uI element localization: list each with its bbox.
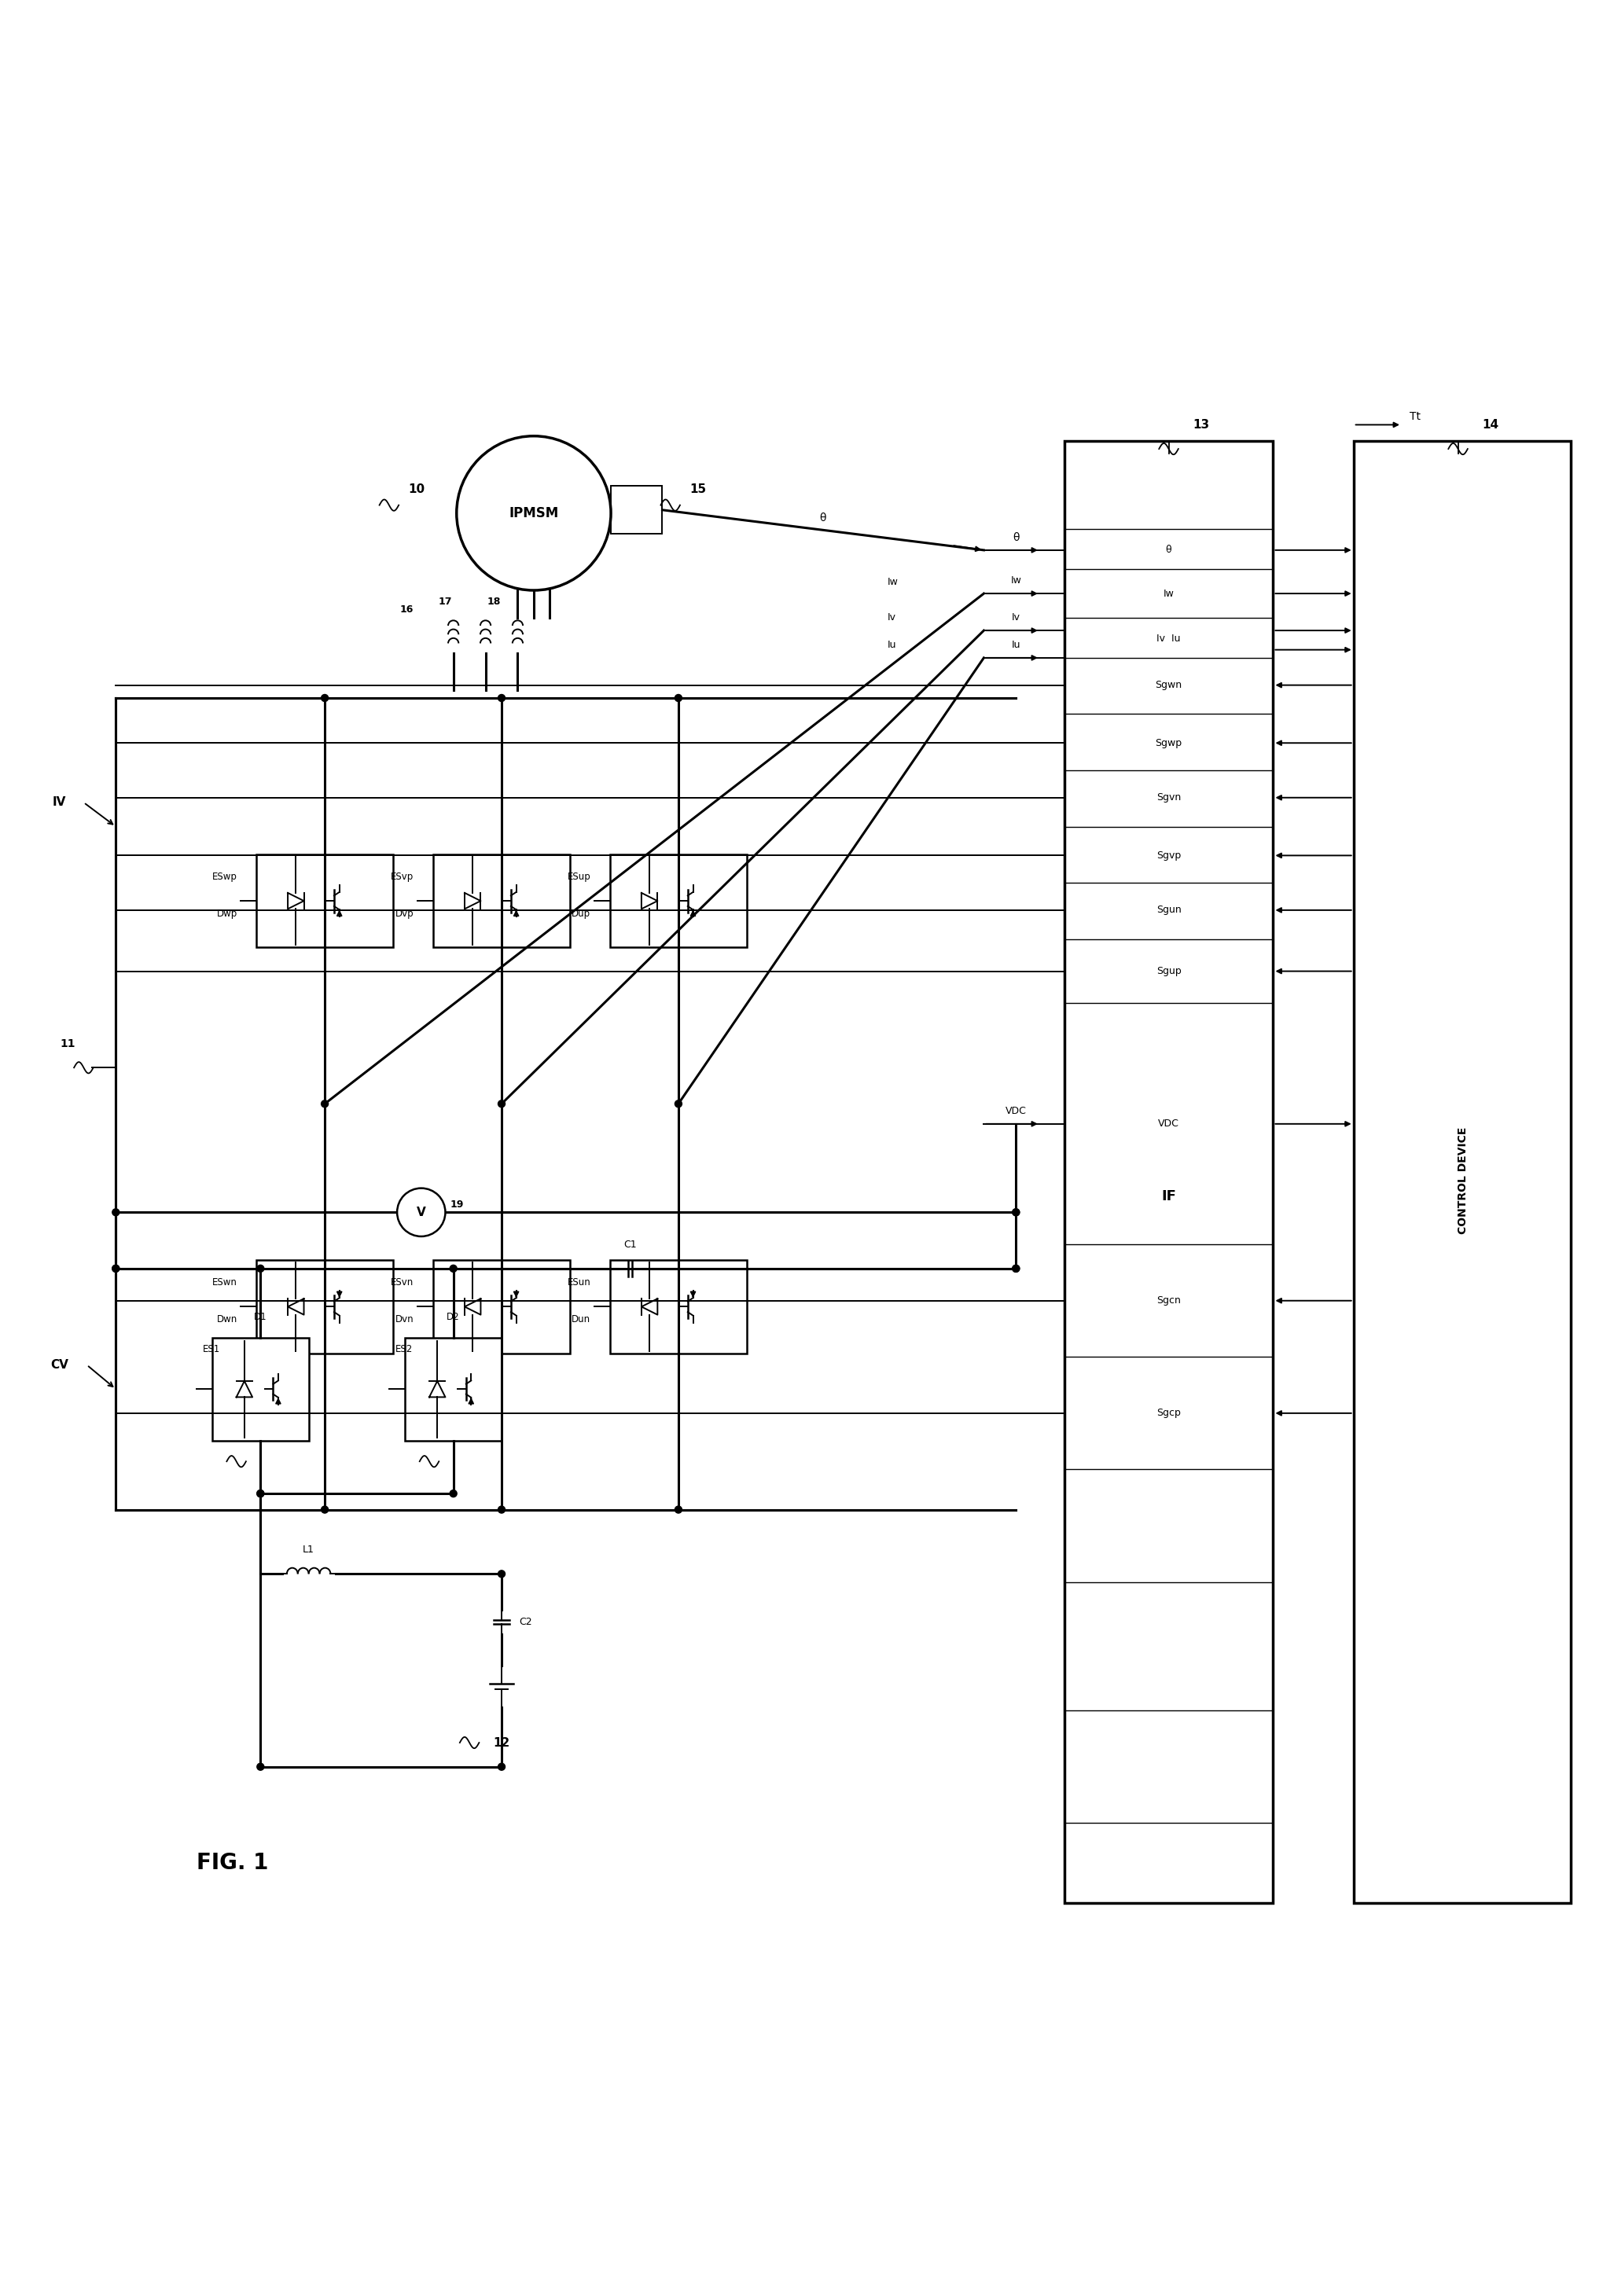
Text: ES2: ES2 (395, 1343, 413, 1355)
Text: VDC: VDC (1159, 1118, 1180, 1130)
Text: Sgwp: Sgwp (1156, 737, 1181, 748)
Bar (610, 1261, 747, 1352)
Text: 14: 14 (1482, 418, 1499, 432)
Text: 17: 17 (439, 597, 452, 606)
Text: Iu: Iu (1012, 641, 1020, 650)
Text: Tt: Tt (1409, 411, 1420, 422)
Text: 11: 11 (60, 1038, 76, 1049)
Text: Dup: Dup (571, 909, 591, 918)
Text: Iw: Iw (1164, 588, 1173, 599)
Bar (257, 854, 394, 948)
Circle shape (113, 1208, 119, 1217)
Text: Dvp: Dvp (395, 909, 413, 918)
Circle shape (1012, 1265, 1020, 1272)
Circle shape (321, 1506, 328, 1513)
Text: θ: θ (1012, 533, 1020, 542)
Text: Dvn: Dvn (395, 1313, 413, 1325)
Circle shape (450, 1490, 457, 1497)
Text: 18: 18 (487, 597, 500, 606)
Text: D1: D1 (253, 1311, 266, 1322)
Text: D2: D2 (447, 1311, 460, 1322)
Text: Iv: Iv (888, 613, 896, 622)
Text: C1: C1 (623, 1240, 636, 1249)
Bar (1064, 441, 1273, 1903)
Text: IF: IF (1160, 1189, 1177, 1203)
Bar (213, 1339, 308, 1440)
Circle shape (499, 1763, 505, 1770)
Text: Iv  Iu: Iv Iu (1157, 634, 1181, 643)
Text: 15: 15 (689, 482, 707, 496)
Bar (610, 487, 662, 535)
Text: 10: 10 (408, 482, 424, 496)
Text: ES1: ES1 (203, 1343, 220, 1355)
Text: Sgcp: Sgcp (1157, 1407, 1181, 1419)
Bar (610, 854, 747, 948)
Text: Iw: Iw (1010, 576, 1022, 585)
Text: Dwn: Dwn (216, 1313, 237, 1325)
Circle shape (457, 436, 610, 590)
Circle shape (257, 1490, 265, 1497)
Text: Sgup: Sgup (1156, 967, 1181, 976)
Text: ESwn: ESwn (211, 1277, 237, 1288)
Text: Iv: Iv (1012, 613, 1020, 622)
Text: CV: CV (50, 1359, 68, 1371)
Circle shape (499, 1570, 505, 1577)
Text: Sgvn: Sgvn (1156, 792, 1181, 804)
Circle shape (113, 1265, 119, 1272)
Text: Sgun: Sgun (1156, 905, 1181, 916)
Text: VDC: VDC (1006, 1107, 1027, 1116)
Text: Iw: Iw (888, 576, 899, 588)
Text: Dwp: Dwp (216, 909, 237, 918)
Bar (433, 1261, 570, 1352)
Text: CONTROL DEVICE: CONTROL DEVICE (1457, 1127, 1469, 1233)
Circle shape (397, 1187, 445, 1235)
Text: Sgvp: Sgvp (1156, 850, 1181, 861)
Text: Iu: Iu (888, 641, 896, 650)
Circle shape (450, 1265, 457, 1272)
Text: ESvn: ESvn (391, 1277, 413, 1288)
Text: Sgcn: Sgcn (1157, 1295, 1181, 1306)
Text: IV: IV (53, 797, 66, 808)
Circle shape (113, 1265, 119, 1272)
Circle shape (499, 1100, 505, 1107)
Circle shape (257, 1763, 265, 1770)
Circle shape (321, 693, 328, 703)
Text: ESwp: ESwp (211, 872, 237, 882)
Text: L1: L1 (303, 1545, 315, 1554)
Circle shape (321, 1100, 328, 1107)
Circle shape (1012, 1208, 1020, 1217)
Bar (433, 854, 570, 948)
Text: Sgwn: Sgwn (1156, 680, 1181, 691)
Bar (405, 1339, 502, 1440)
Circle shape (1012, 1265, 1020, 1272)
Circle shape (675, 1100, 683, 1107)
Text: 19: 19 (450, 1199, 463, 1210)
Circle shape (675, 1506, 683, 1513)
Circle shape (1012, 1208, 1020, 1217)
Text: 12: 12 (494, 1736, 510, 1750)
Circle shape (257, 1490, 265, 1497)
Bar (1354, 441, 1570, 1903)
Circle shape (499, 693, 505, 703)
Circle shape (257, 1265, 265, 1272)
Text: FIG. 1: FIG. 1 (197, 1853, 268, 1874)
Text: Dun: Dun (571, 1313, 591, 1325)
Text: IPMSM: IPMSM (508, 505, 558, 521)
Circle shape (675, 693, 683, 703)
Circle shape (499, 1506, 505, 1513)
Text: ESun: ESun (568, 1277, 591, 1288)
Text: 13: 13 (1193, 418, 1209, 432)
Text: ESvp: ESvp (391, 872, 413, 882)
Bar (257, 1261, 394, 1352)
Text: θ: θ (1165, 544, 1172, 556)
Text: θ: θ (820, 512, 826, 523)
Text: 16: 16 (400, 604, 413, 615)
Text: V: V (416, 1205, 426, 1219)
Text: C2: C2 (520, 1616, 533, 1628)
Text: ESup: ESup (568, 872, 591, 882)
